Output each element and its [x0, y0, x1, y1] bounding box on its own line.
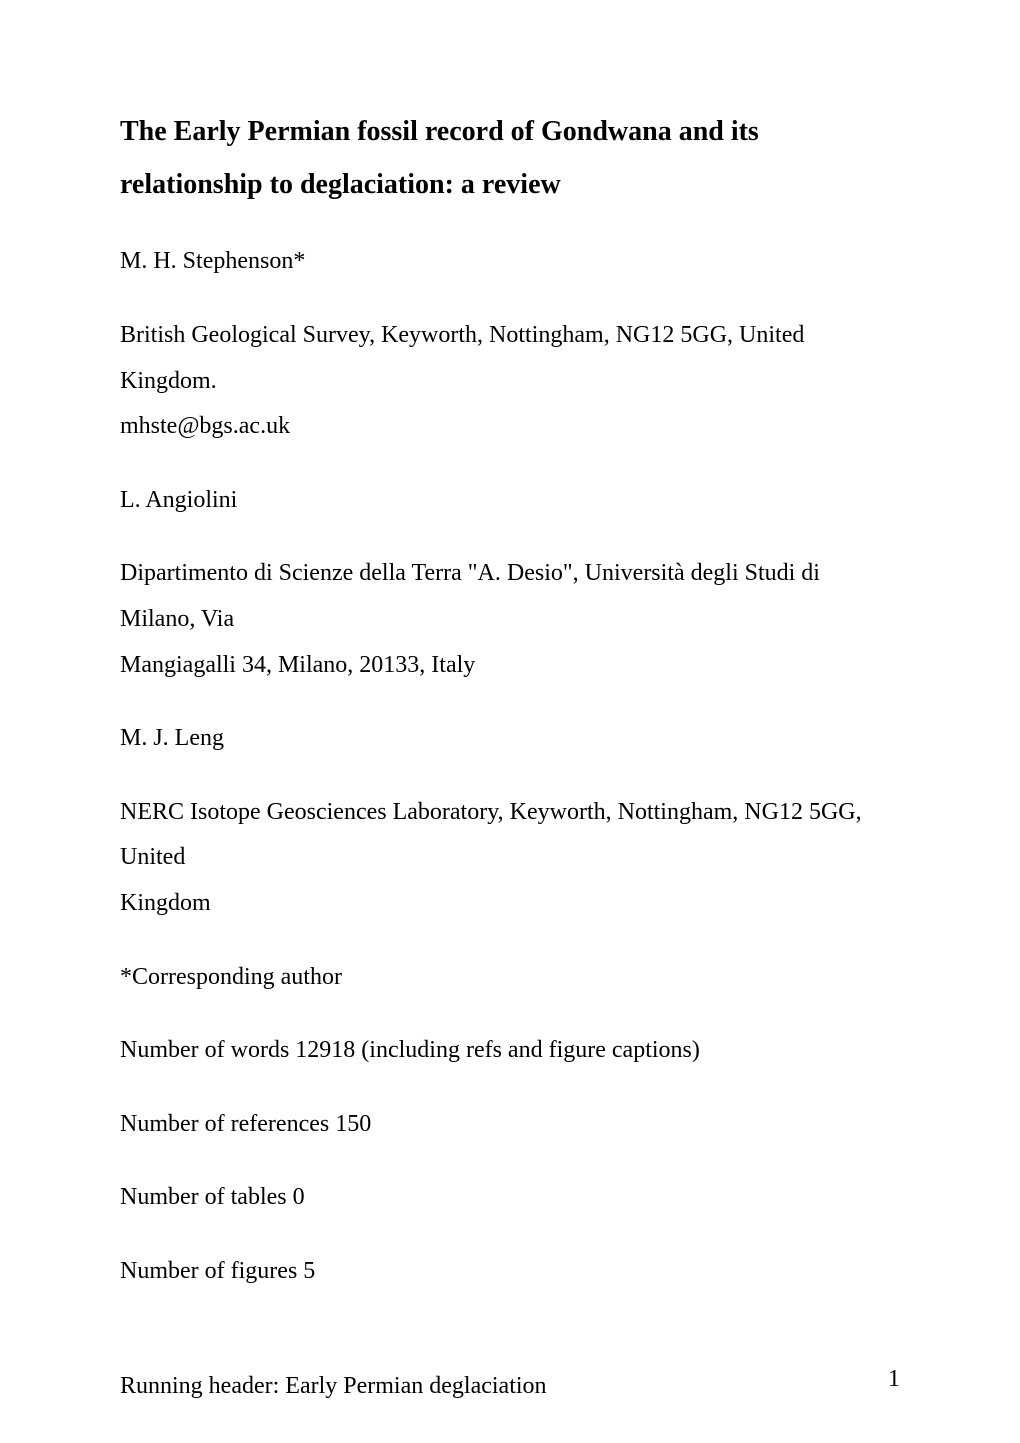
reference-count: Number of references 150: [120, 1102, 900, 1148]
figure-count: Number of figures 5: [120, 1249, 900, 1295]
title-line-2: relationship to deglaciation: a review: [120, 158, 900, 211]
author-1-affil-line-1: British Geological Survey, Keyworth, Not…: [120, 313, 900, 404]
author-2-affil-line-2: Mangiagalli 34, Milano, 20133, Italy: [120, 643, 900, 689]
author-2-name: L. Angiolini: [120, 478, 900, 524]
corresponding-author-note: *Corresponding author: [120, 955, 900, 1001]
title-line-1: The Early Permian fossil record of Gondw…: [120, 105, 900, 158]
page-number: 1: [888, 1366, 900, 1393]
author-1-affiliation: British Geological Survey, Keyworth, Not…: [120, 313, 900, 450]
author-3-name: M. J. Leng: [120, 716, 900, 762]
author-3-affil-line-1: NERC Isotope Geosciences Laboratory, Key…: [120, 790, 900, 881]
author-1-affil-line-2: mhste@bgs.ac.uk: [120, 404, 900, 450]
manuscript-title-page: The Early Permian fossil record of Gondw…: [0, 0, 1020, 1443]
table-count: Number of tables 0: [120, 1175, 900, 1221]
running-header: Running header: Early Permian deglaciati…: [120, 1364, 900, 1410]
word-count: Number of words 12918 (including refs an…: [120, 1028, 900, 1074]
author-1-name: M. H. Stephenson*: [120, 239, 900, 285]
author-2-affiliation: Dipartimento di Scienze della Terra "A. …: [120, 551, 900, 688]
author-2-affil-line-1: Dipartimento di Scienze della Terra "A. …: [120, 551, 900, 642]
author-3-affil-line-2: Kingdom: [120, 881, 900, 927]
author-3-affiliation: NERC Isotope Geosciences Laboratory, Key…: [120, 790, 900, 927]
